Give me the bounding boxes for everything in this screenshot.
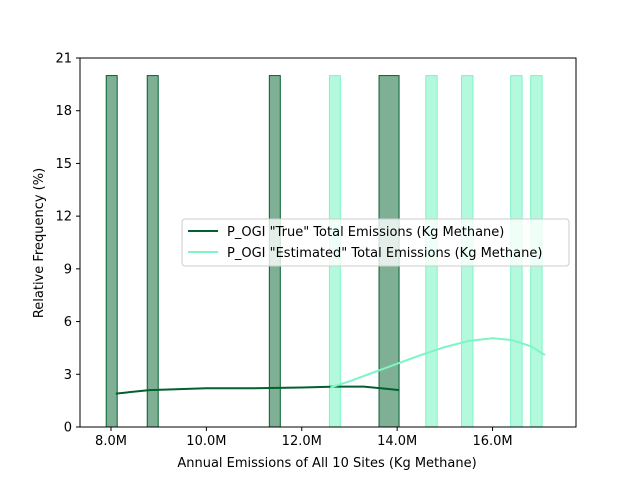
y-tick-label-4: 12	[55, 210, 72, 225]
legend: P_OGI "True" Total Emissions (Kg Methane…	[181, 218, 570, 267]
plot-frame	[79, 57, 577, 428]
x-tick-label-1: 10.0M	[186, 434, 226, 449]
legend-label-estimated: P_OGI "Estimated" Total Emissions (Kg Me…	[227, 246, 542, 261]
y-tick-label-3: 9	[64, 262, 72, 277]
kde-curve-estimated	[330, 337, 546, 389]
histogram-bar-true-1	[146, 75, 159, 428]
plot-axes	[79, 57, 577, 428]
y-tick-label-1: 3	[64, 368, 72, 383]
legend-label-true: P_OGI "True" Total Emissions (Kg Methane…	[227, 225, 504, 240]
y-axis-label: Relative Frequency (%)	[32, 168, 47, 318]
kde-curves	[115, 337, 546, 395]
y-tick-label-2: 6	[64, 315, 72, 330]
x-tick-label-2: 12.0M	[282, 434, 322, 449]
x-tick-label-3: 14.0M	[377, 434, 417, 449]
tick-marks: 8.0M 10.0M 12.0M 14.0M 16.0M 0 3 6 9 12 15 18 21	[55, 52, 512, 450]
x-axis-label: Annual Emissions of All 10 Sites (Kg Met…	[177, 456, 476, 471]
kde-curve-true	[115, 385, 400, 395]
x-tick-label-4: 16.0M	[472, 434, 512, 449]
histogram-bar-true-0	[105, 75, 118, 428]
y-tick-label-5: 15	[55, 157, 72, 172]
y-tick-label-7: 21	[55, 52, 72, 67]
y-tick-label-6: 18	[55, 104, 72, 119]
legend-frame	[181, 218, 570, 267]
y-tick-label-0: 0	[64, 421, 72, 436]
x-tick-label-0: 8.0M	[95, 434, 127, 449]
